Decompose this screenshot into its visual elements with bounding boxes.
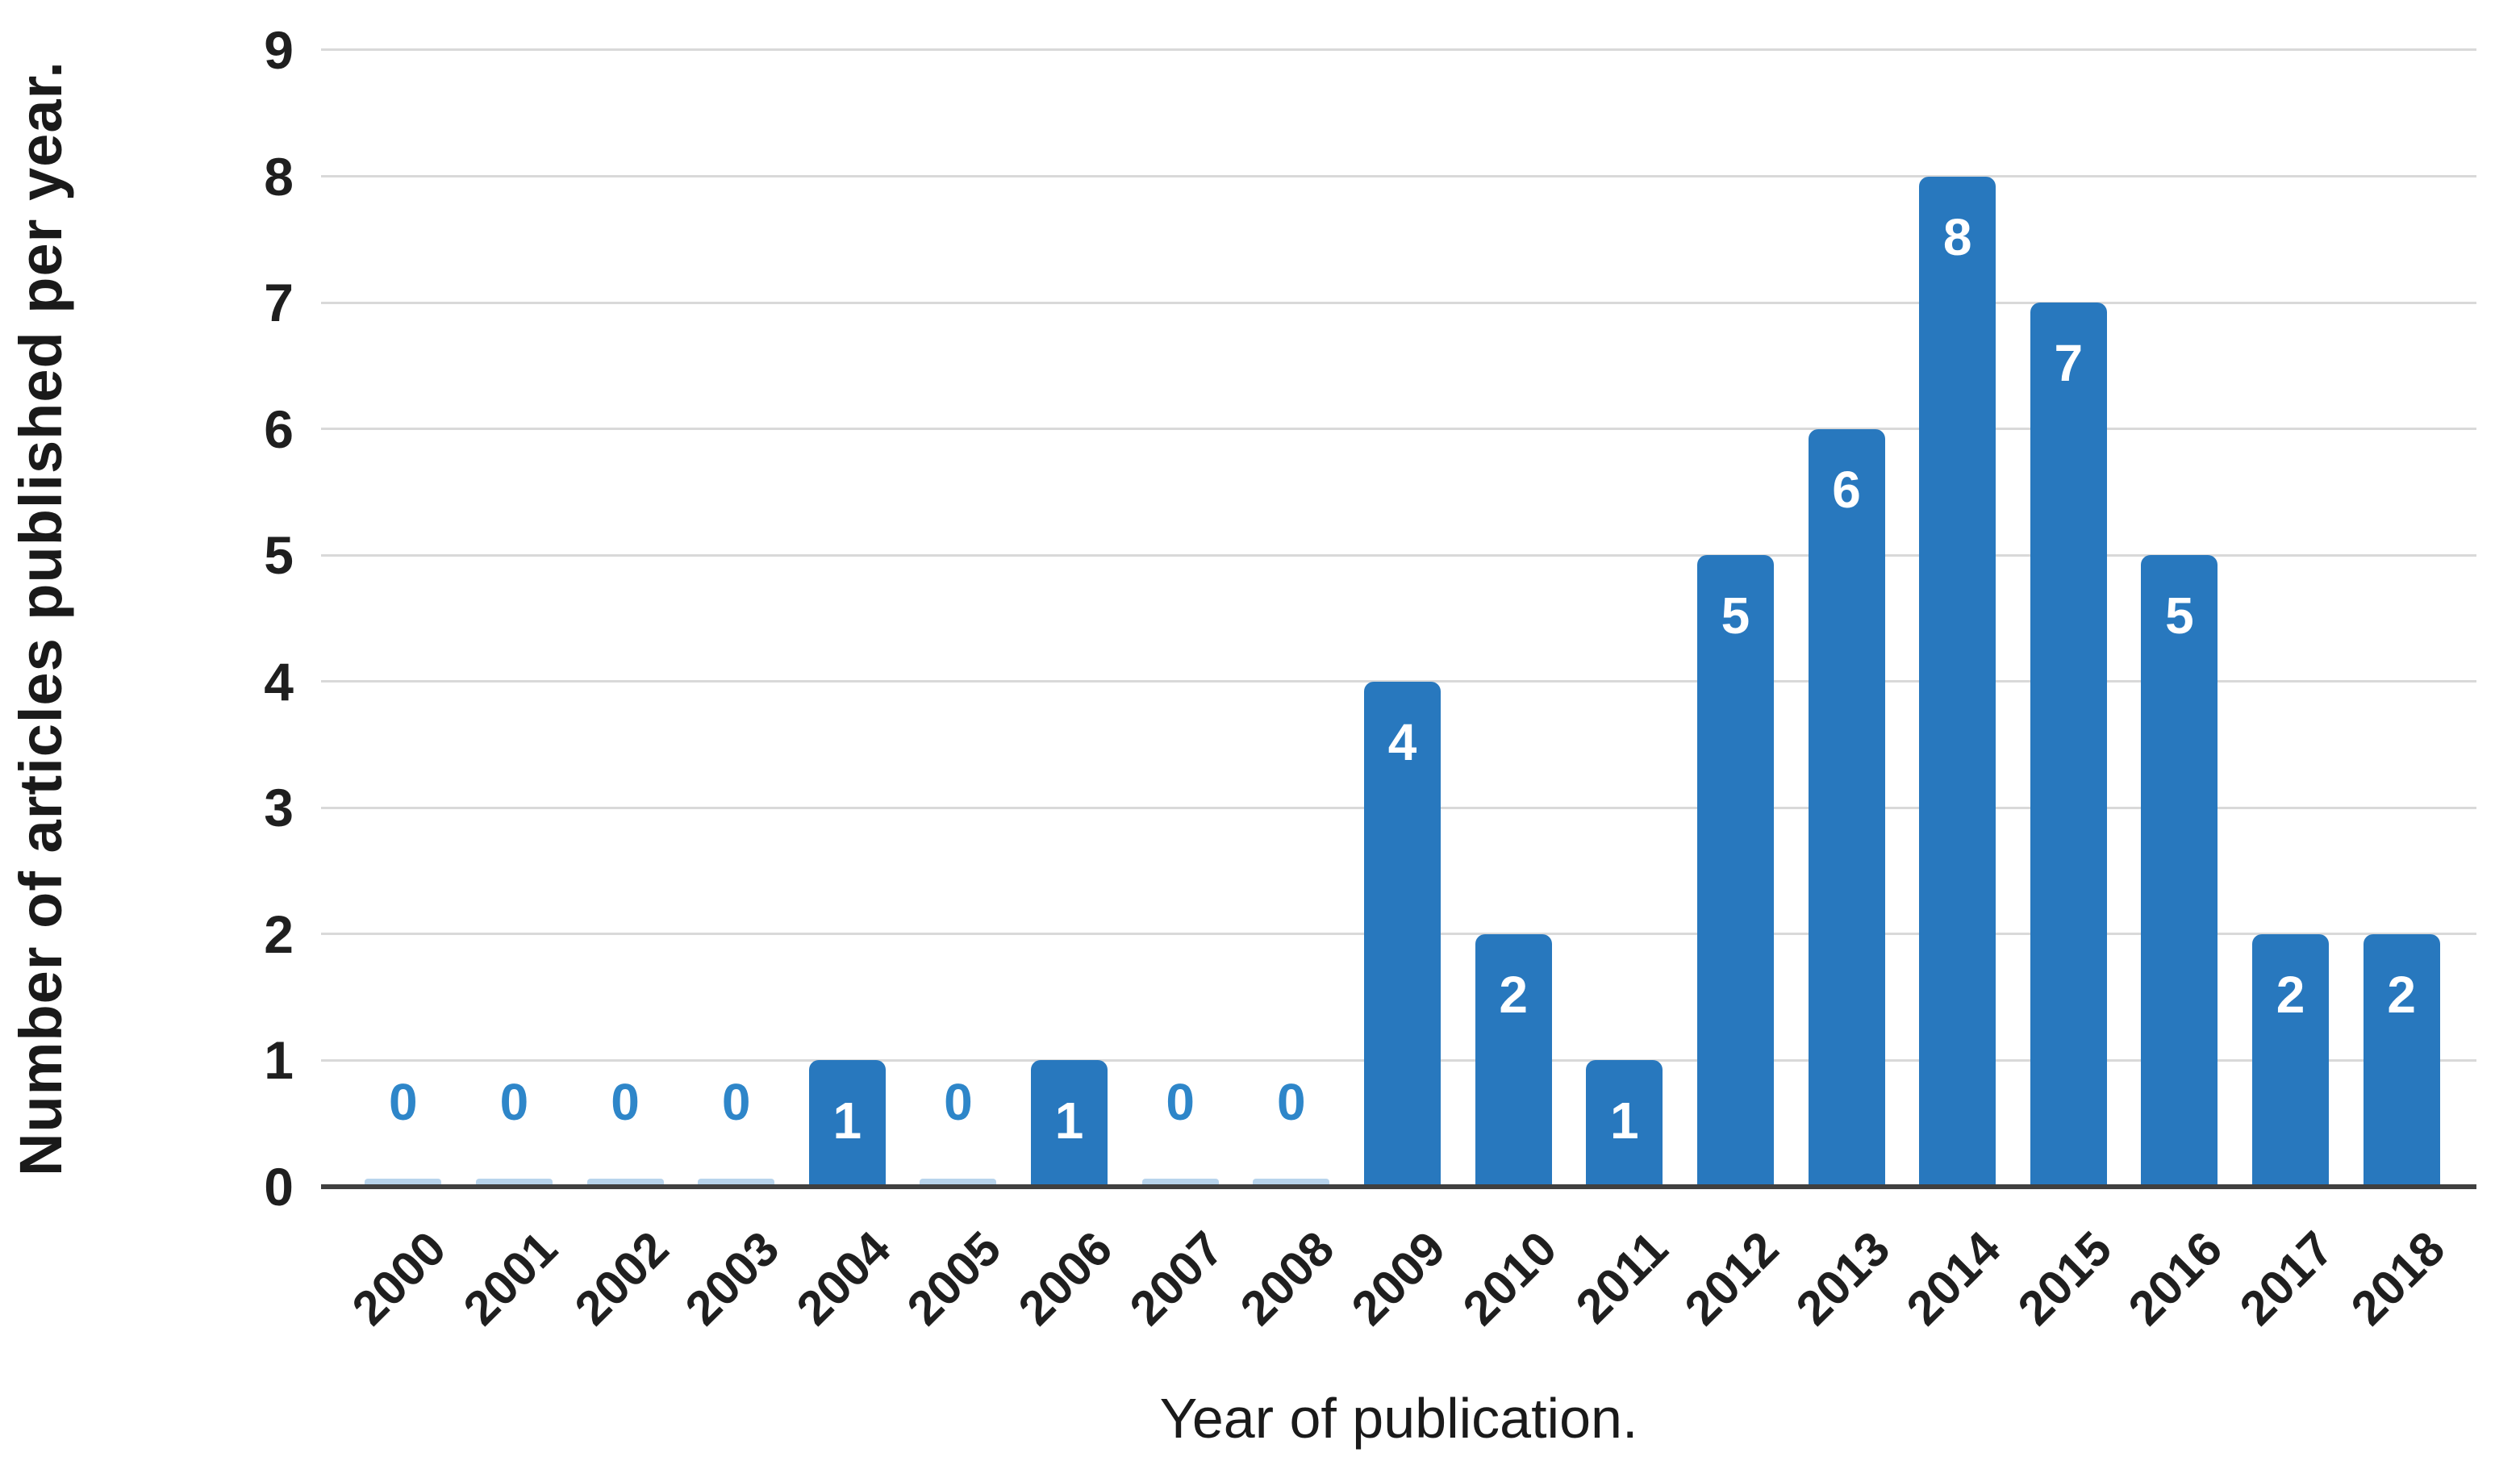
bar-value-label-2017: 2 [2276, 965, 2305, 1024]
bar-value-label-2007: 0 [1166, 1073, 1195, 1131]
y-tick-8: 8 [264, 146, 294, 207]
x-axis-line [321, 1184, 2476, 1189]
bar-2018: 2 [2363, 933, 2440, 1187]
bar-2008 [1253, 1179, 1330, 1187]
x-tick-2009: 2009 [1341, 1221, 1456, 1336]
bar-2012: 5 [1696, 555, 1774, 1187]
x-tick-2015: 2015 [2007, 1221, 2122, 1336]
bar-2011: 1 [1586, 1060, 1663, 1187]
bar-value-label-2003: 0 [721, 1073, 751, 1131]
bar-2005 [920, 1179, 997, 1187]
x-tick-2002: 2002 [564, 1221, 679, 1336]
bar-2003 [698, 1179, 775, 1187]
gridline-y9 [321, 48, 2476, 52]
bar-2002 [586, 1179, 664, 1187]
x-tick-2001: 2001 [453, 1221, 568, 1336]
x-tick-2011: 2011 [1565, 1221, 1678, 1334]
x-tick-2006: 2006 [1008, 1221, 1123, 1336]
x-tick-2014: 2014 [1896, 1221, 2011, 1336]
bar-value-label-2011: 1 [1609, 1092, 1639, 1150]
bar-value-label-2010: 2 [1499, 965, 1528, 1024]
x-tick-2008: 2008 [1230, 1221, 1345, 1336]
y-tick-0: 0 [264, 1157, 294, 1217]
bar-value-label-2009: 4 [1387, 712, 1417, 771]
bar-value-label-2006: 1 [1054, 1092, 1084, 1150]
bar-value-label-2014: 8 [1942, 207, 1972, 266]
x-tick-2012: 2012 [1674, 1221, 1789, 1336]
gridline-y5 [321, 553, 2476, 557]
x-axis-title: Year of publication. [1159, 1387, 1638, 1450]
bar-value-label-2015: 7 [2054, 334, 2084, 393]
y-tick-1: 1 [264, 1030, 294, 1091]
bar-2001 [475, 1179, 553, 1187]
bar-2007 [1141, 1179, 1219, 1187]
x-tick-2007: 2007 [1119, 1221, 1234, 1336]
y-tick-5: 5 [264, 525, 294, 586]
bar-value-label-2001: 0 [499, 1073, 529, 1131]
bar-2015: 7 [2030, 303, 2107, 1187]
bar-value-label-2016: 5 [2165, 587, 2194, 645]
y-tick-7: 7 [264, 273, 294, 333]
gridline-y6 [321, 428, 2476, 431]
bar-2016: 5 [2141, 555, 2218, 1187]
x-tick-2005: 2005 [897, 1221, 1012, 1336]
gridline-y7 [321, 301, 2476, 304]
bar-2013: 6 [1808, 428, 1885, 1187]
x-tick-2016: 2016 [2118, 1221, 2233, 1336]
y-tick-9: 9 [264, 19, 294, 80]
bar-value-label-2008: 0 [1277, 1073, 1306, 1131]
x-tick-2010: 2010 [1452, 1221, 1567, 1336]
x-tick-2004: 2004 [786, 1221, 901, 1336]
x-tick-2017: 2017 [2229, 1221, 2344, 1336]
bar-value-label-2012: 5 [1721, 587, 1750, 645]
bar-value-label-2005: 0 [944, 1073, 973, 1131]
bar-2006: 1 [1031, 1060, 1108, 1187]
bar-2009: 4 [1363, 681, 1441, 1187]
x-tick-2013: 2013 [1785, 1221, 1900, 1336]
y-tick-4: 4 [264, 651, 294, 712]
x-tick-2003: 2003 [674, 1221, 790, 1336]
bar-value-label-2000: 0 [389, 1073, 418, 1131]
bar-2004: 1 [808, 1060, 886, 1187]
y-tick-6: 6 [264, 399, 294, 459]
y-tick-3: 3 [264, 778, 294, 838]
bar-2010: 2 [1475, 933, 1552, 1187]
bar-2000 [365, 1179, 442, 1187]
x-tick-2000: 2000 [342, 1221, 457, 1336]
bar-value-label-2002: 0 [611, 1073, 640, 1131]
y-tick-2: 2 [264, 904, 294, 964]
bar-value-label-2013: 6 [1832, 460, 1861, 519]
bar-value-label-2004: 1 [832, 1092, 862, 1150]
x-tick-2018: 2018 [2340, 1221, 2455, 1336]
bar-2017: 2 [2252, 933, 2330, 1187]
bar-2014: 8 [1919, 176, 1996, 1187]
gridline-y8 [321, 175, 2476, 178]
bar-value-label-2018: 2 [2387, 965, 2416, 1024]
